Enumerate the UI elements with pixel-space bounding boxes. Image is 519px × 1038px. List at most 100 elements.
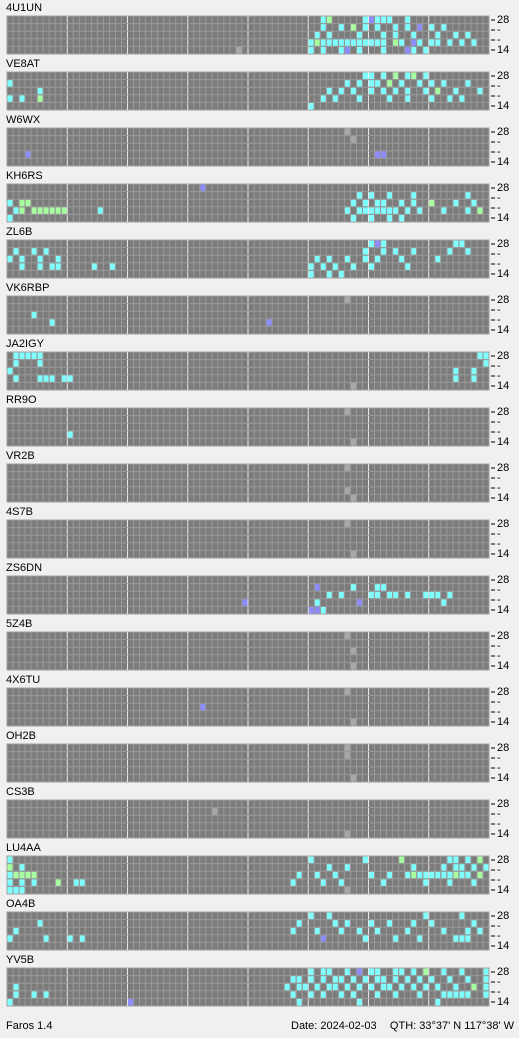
cell <box>332 920 338 927</box>
cell <box>314 927 320 935</box>
cell <box>405 263 411 270</box>
cell <box>326 270 332 278</box>
cell <box>453 31 459 39</box>
cell <box>7 864 13 871</box>
cell <box>344 886 350 894</box>
cell <box>399 255 405 263</box>
cell <box>290 976 296 983</box>
cell <box>61 375 67 382</box>
cell <box>369 72 375 80</box>
cell <box>296 983 302 991</box>
cell <box>13 248 19 255</box>
cell <box>453 864 459 871</box>
station-name: KH6RS <box>6 170 43 182</box>
cell <box>393 935 399 942</box>
cell <box>55 263 61 270</box>
band-label: 14 <box>497 884 509 896</box>
cell <box>417 935 423 942</box>
band-label: - <box>497 146 501 158</box>
cell <box>399 968 405 976</box>
band-label: 28 <box>497 294 509 306</box>
cell <box>375 24 381 31</box>
cell <box>67 935 73 942</box>
cell <box>471 367 477 375</box>
cell <box>393 991 399 998</box>
cell <box>308 606 314 614</box>
cell <box>338 46 344 54</box>
cell <box>423 591 429 599</box>
band-label: 28 <box>497 350 509 362</box>
cell <box>369 80 375 87</box>
cell <box>369 207 375 214</box>
cell <box>411 199 417 207</box>
cell <box>344 830 350 838</box>
cell <box>465 927 471 935</box>
cell <box>7 935 13 942</box>
cell <box>423 46 429 54</box>
cell <box>320 95 326 102</box>
cell <box>381 240 387 248</box>
cell <box>344 632 350 640</box>
station-name: OA4B <box>6 898 35 910</box>
cell <box>477 927 483 935</box>
cell <box>338 879 344 886</box>
cell <box>453 87 459 95</box>
band-label: 28 <box>497 574 509 586</box>
station-name: 5Z4B <box>6 618 32 630</box>
cell <box>483 352 489 360</box>
cell <box>447 95 453 102</box>
band-label: 14 <box>497 380 509 392</box>
cell <box>387 80 393 87</box>
cell <box>423 879 429 886</box>
cell <box>441 24 447 31</box>
cell <box>266 319 272 326</box>
cell <box>25 352 31 360</box>
cell <box>356 927 362 935</box>
cell <box>37 375 43 382</box>
cell <box>19 352 25 360</box>
cell <box>308 263 314 270</box>
band-label: 14 <box>497 548 509 560</box>
cell <box>19 199 25 207</box>
cell <box>471 39 477 46</box>
cell <box>314 39 320 46</box>
cell <box>326 864 332 871</box>
cell <box>387 207 393 214</box>
cell <box>7 871 13 879</box>
station-name: JA2IGY <box>6 338 45 350</box>
band-label: 14 <box>497 716 509 728</box>
cell <box>477 207 483 214</box>
cell <box>49 263 55 270</box>
cell <box>356 207 362 214</box>
cell <box>37 920 43 927</box>
cell <box>338 270 344 278</box>
cell <box>320 606 326 614</box>
cell <box>387 591 393 599</box>
cell <box>423 968 429 976</box>
cell <box>13 991 19 998</box>
cell <box>483 864 489 871</box>
cell <box>447 879 453 886</box>
cell <box>362 976 368 983</box>
cell <box>326 39 332 46</box>
cell <box>344 128 350 136</box>
cell <box>320 968 326 976</box>
cell <box>411 192 417 199</box>
cell <box>320 935 326 942</box>
cell <box>31 248 37 255</box>
qth: QTH: 33°37' N 117°38' W <box>390 1020 515 1032</box>
version: Faros 1.4 <box>6 1020 52 1032</box>
cell <box>417 871 423 879</box>
cell <box>441 991 447 998</box>
cell <box>31 991 37 998</box>
cell <box>483 976 489 983</box>
cell <box>25 199 31 207</box>
cell <box>350 214 356 222</box>
cell <box>447 39 453 46</box>
cell <box>387 214 393 222</box>
cell <box>405 24 411 31</box>
cell <box>19 886 25 894</box>
cell <box>435 871 441 879</box>
cell <box>369 87 375 95</box>
